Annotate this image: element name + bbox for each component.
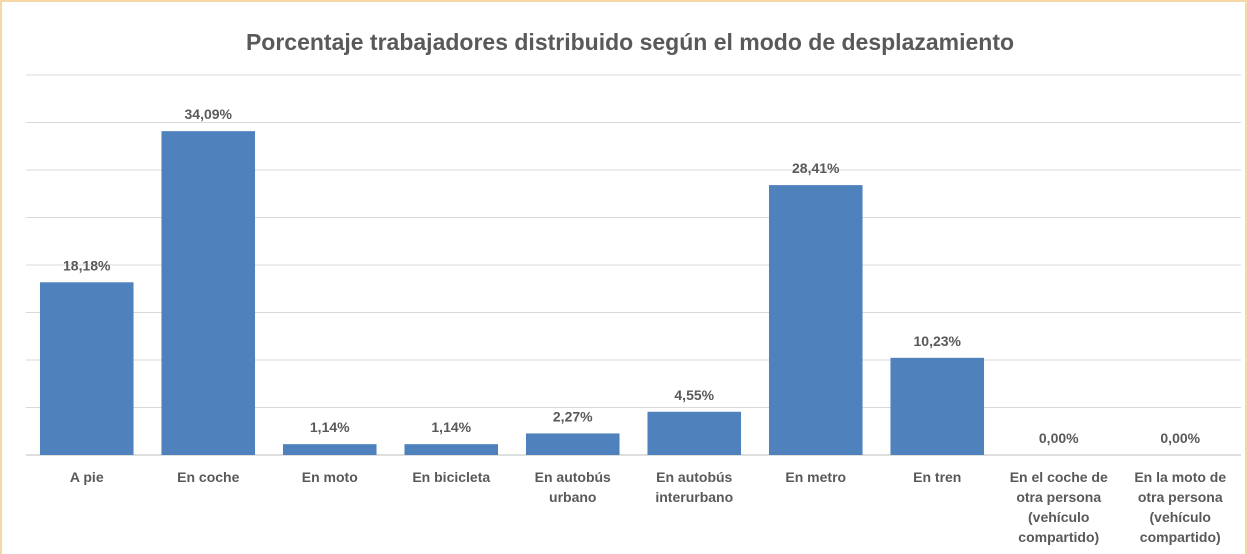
- data-label: 28,41%: [792, 160, 840, 176]
- x-tick-label: En la moto de otra persona (vehículo compar…: [1134, 469, 1226, 545]
- bar: [39, 282, 134, 455]
- x-tick-label: En autobús interurbano: [655, 469, 733, 505]
- bar: [525, 433, 620, 455]
- chart-title: Porcentaje trabajadores distribuido segú…: [246, 29, 1014, 55]
- data-label: 10,23%: [914, 333, 962, 349]
- data-label: 4,55%: [674, 387, 714, 403]
- data-label: 0,00%: [1160, 430, 1200, 446]
- bar: [161, 131, 256, 455]
- bar: [282, 444, 377, 455]
- x-tick-label: En tren: [913, 469, 961, 485]
- x-tick-label: En moto: [302, 469, 358, 485]
- x-tick-label: En autobús urbano: [535, 469, 611, 505]
- data-label: 1,14%: [310, 419, 350, 435]
- data-label: 34,09%: [185, 106, 233, 122]
- bar: [890, 357, 985, 455]
- data-label: 0,00%: [1039, 430, 1079, 446]
- x-tick-label: En el coche de otra persona (vehículo compa…: [1010, 469, 1108, 545]
- data-label: 1,14%: [431, 419, 471, 435]
- bar: [647, 411, 742, 455]
- bar: [768, 185, 863, 456]
- data-label: 2,27%: [553, 408, 593, 424]
- bar: [404, 444, 499, 455]
- x-tick-label: En coche: [177, 469, 239, 485]
- data-label: 18,18%: [63, 257, 111, 273]
- x-tick-label: A pie: [70, 469, 104, 485]
- x-tick-label: En metro: [785, 469, 846, 485]
- x-tick-label: En bicicleta: [412, 469, 490, 485]
